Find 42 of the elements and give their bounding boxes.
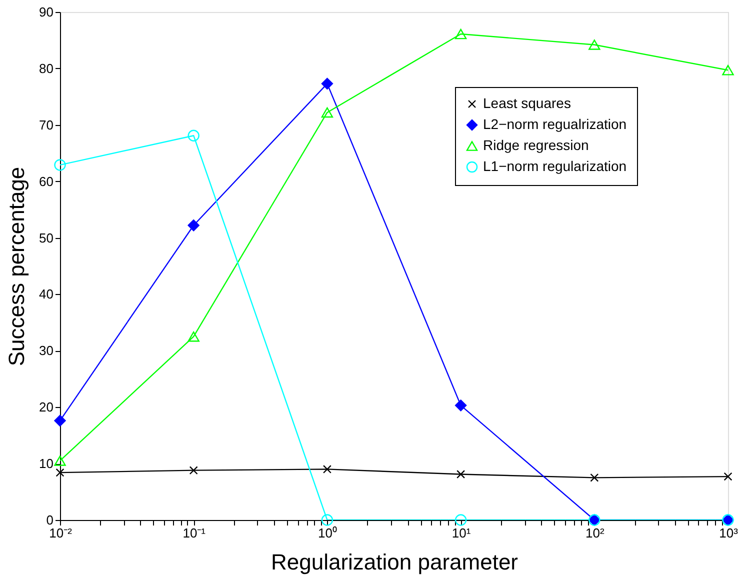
point: [188, 331, 200, 342]
point: [54, 456, 66, 466]
y-axis-title: Success percentage: [4, 166, 30, 366]
point: [588, 40, 600, 50]
y-tick-label: 90: [39, 4, 54, 20]
legend-label: L1−norm regularization: [483, 158, 627, 174]
point: [722, 64, 734, 76]
x-tick-label: 10⁰: [318, 526, 338, 540]
y-tick-label: 0: [46, 512, 54, 528]
point: [188, 130, 200, 142]
legend-label: Least squares: [483, 95, 571, 111]
point: [454, 400, 467, 412]
point: [724, 472, 732, 481]
point: [321, 514, 334, 526]
point: [54, 159, 66, 171]
x-tick-label: 10²: [586, 526, 605, 540]
y-tick-label: 60: [39, 174, 54, 189]
y-tick-label: 30: [39, 343, 54, 358]
x-tick-label: 10⁻²: [49, 526, 73, 540]
point: [454, 514, 467, 526]
point: [54, 414, 66, 426]
y-tick-label: 20: [39, 400, 54, 415]
point: [321, 107, 334, 118]
point: [56, 468, 64, 477]
x-tick-label: 10¹: [452, 526, 472, 540]
point: [188, 220, 200, 232]
y-tick-label: 10: [39, 456, 54, 472]
y-tick-label: 70: [39, 117, 54, 132]
y-tick-label: 50: [39, 230, 54, 246]
point: [590, 473, 599, 482]
x-tick-label: 10³: [719, 526, 739, 540]
y-tick-label: 80: [39, 60, 54, 76]
point: [189, 466, 198, 475]
legend-label: L2−norm regualrization: [483, 116, 627, 132]
point: [456, 470, 466, 479]
point: [454, 28, 467, 40]
point: [321, 78, 334, 90]
x-tick-label: 10⁻¹: [182, 526, 206, 540]
y-tick-label: 40: [39, 286, 54, 302]
legend-label: Ridge regression: [483, 137, 589, 153]
point: [322, 464, 332, 474]
x-axis-title: Regularization parameter: [270, 550, 518, 574]
